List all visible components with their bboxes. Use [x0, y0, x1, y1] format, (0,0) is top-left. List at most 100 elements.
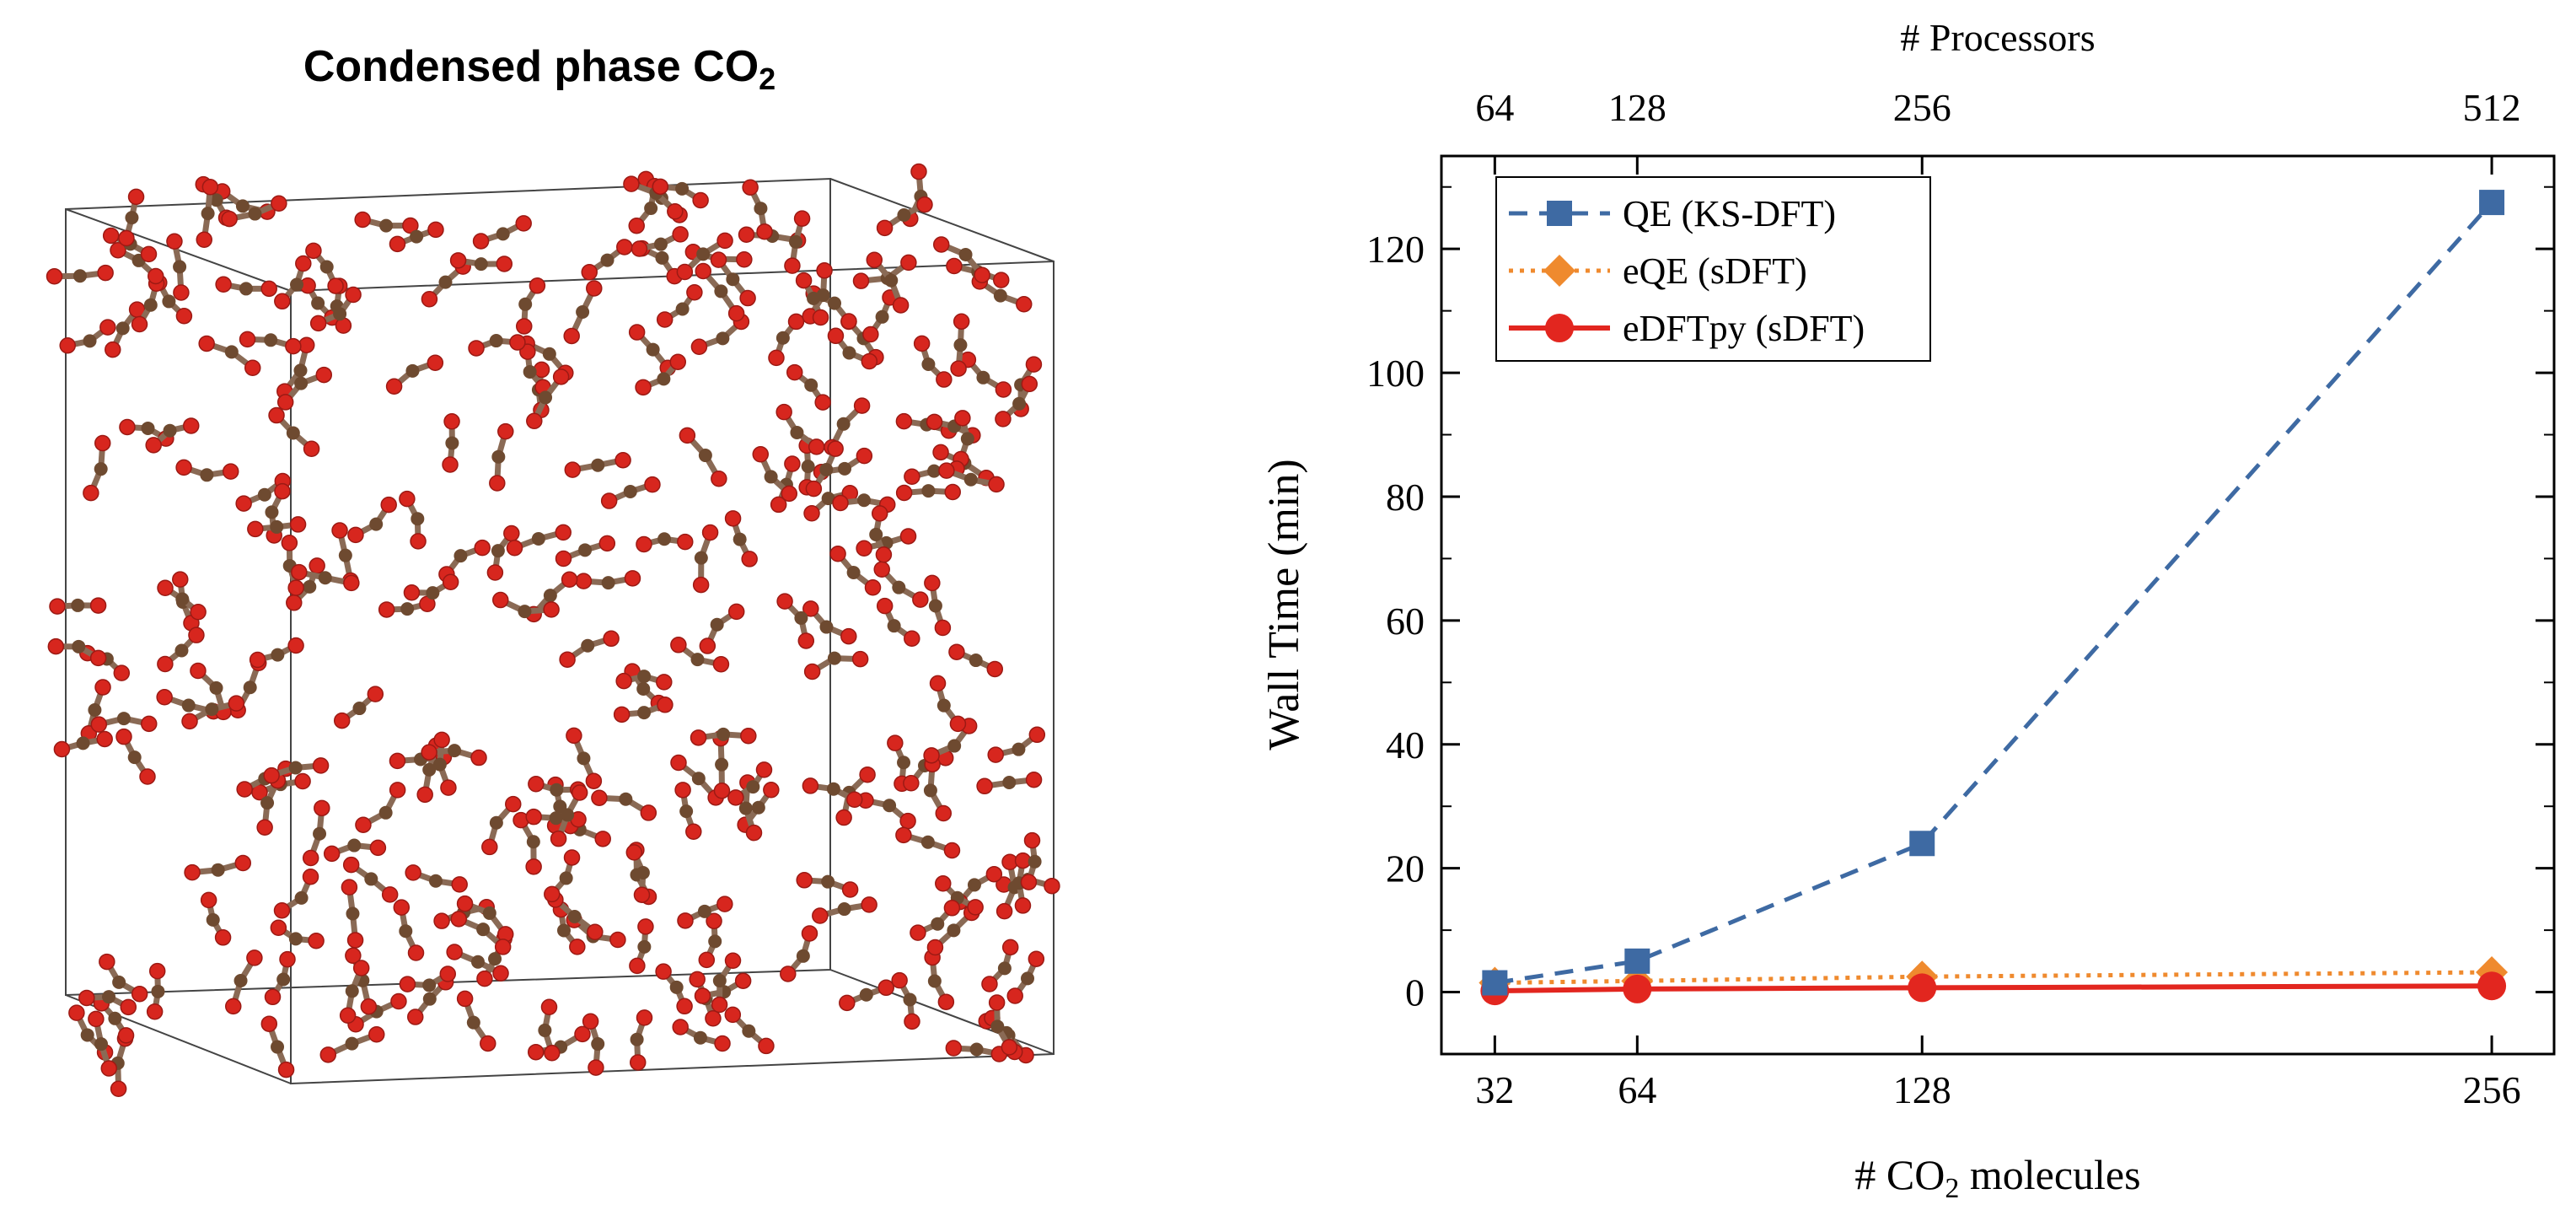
- oxygen-atom: [724, 1006, 742, 1024]
- oxygen-atom: [486, 564, 504, 581]
- oxygen-atom: [609, 931, 626, 949]
- oxygen-atom: [841, 881, 859, 898]
- co2-molecule: [88, 1010, 118, 1077]
- co2-molecule: [506, 524, 572, 557]
- oxygen-atom: [509, 334, 526, 351]
- oxygen-atom: [319, 1046, 337, 1063]
- co2-molecule: [347, 992, 407, 1033]
- carbon-atom: [102, 990, 116, 1004]
- oxygen-atom: [986, 660, 1004, 678]
- oxygen-atom: [636, 535, 652, 553]
- carbon-atom: [637, 706, 652, 720]
- oxygen-atom: [315, 366, 333, 384]
- oxygen-atom: [742, 179, 759, 196]
- co2-molecule: [249, 637, 304, 669]
- legend: QE (KS-DFT) eQE (sDFT) eDFTpy (sDFT): [1495, 176, 1931, 362]
- carbon-atom: [80, 1028, 94, 1042]
- co2-molecule: [710, 251, 756, 307]
- carbon-atom: [936, 698, 951, 713]
- oxygen-atom: [938, 462, 955, 479]
- oxygen-atom: [953, 313, 970, 330]
- carbon-atom: [923, 783, 937, 798]
- oxygen-atom: [716, 896, 733, 912]
- oxygen-atom: [496, 255, 513, 272]
- oxygen-atom: [1016, 296, 1033, 313]
- oxygen-atom: [954, 410, 971, 427]
- co2-molecule: [492, 591, 560, 619]
- co2-molecule: [950, 313, 970, 377]
- oxygen-atom: [59, 336, 76, 354]
- oxygen-atom: [343, 574, 360, 592]
- oxygen-atom: [291, 563, 308, 581]
- co2-molecule: [215, 276, 277, 298]
- co2-molecule: [83, 434, 111, 502]
- co2-molecule: [389, 221, 444, 253]
- oxygen-atom: [505, 795, 522, 813]
- carbon-atom: [920, 835, 935, 849]
- legend-entry: QE (KS-DFT): [1509, 193, 1836, 234]
- oxygen-atom: [94, 434, 111, 452]
- co2-molecule: [200, 891, 232, 946]
- carbon-atom: [466, 1015, 480, 1030]
- carbon-atom: [804, 378, 818, 392]
- oxygen-atom: [803, 505, 820, 522]
- oxygen-atom: [995, 411, 1012, 428]
- co2-molecule: [309, 286, 362, 332]
- co2-molecule: [953, 410, 974, 468]
- co2-molecule: [742, 179, 773, 240]
- oxygen-atom: [640, 804, 657, 821]
- oxygen-atom: [910, 163, 927, 180]
- oxygen-atom: [181, 713, 198, 730]
- oxygen-atom: [172, 571, 189, 588]
- carbon-atom: [72, 269, 87, 283]
- oxygen-atom: [694, 987, 711, 1004]
- co2-molecule: [486, 524, 520, 581]
- legend-entry: eQE (sDFT): [1509, 250, 1807, 292]
- carbon-atom: [715, 757, 729, 772]
- oxygen-atom: [1001, 1039, 1018, 1056]
- oxygen-atom: [390, 992, 407, 1010]
- oxygen-atom: [875, 546, 893, 563]
- oxygen-atom: [916, 196, 933, 213]
- carbon-atom: [491, 449, 506, 464]
- oxygen-atom: [895, 826, 912, 844]
- oxygen-atom: [427, 221, 444, 239]
- oxygen-atom: [148, 962, 166, 980]
- oxygen-atom: [407, 944, 425, 961]
- oxygen-atom: [988, 476, 1005, 493]
- oxygen-atom: [740, 727, 757, 745]
- co2-molecule: [780, 925, 818, 982]
- carbon-atom: [559, 871, 573, 885]
- y-tick-label: 60: [1386, 600, 1425, 643]
- legend-label: eQE (sDFT): [1623, 250, 1807, 292]
- oxygen-atom: [856, 447, 873, 465]
- carbon-atom: [696, 247, 711, 261]
- oxygen-atom: [780, 966, 797, 982]
- oxygen-atom: [903, 774, 920, 792]
- carbon-atom: [400, 602, 415, 616]
- oxygen-atom: [470, 749, 487, 766]
- carbon-atom: [369, 517, 384, 531]
- co2-molecule: [342, 856, 399, 903]
- co2-molecule: [184, 854, 252, 881]
- oxygen-atom: [474, 539, 491, 557]
- oxygen-atom: [295, 255, 312, 272]
- oxygen-atom: [1001, 939, 1019, 956]
- co2-molecule: [442, 413, 460, 473]
- oxygen-atom: [287, 637, 304, 654]
- carbon-atom: [669, 980, 684, 994]
- co2-molecule: [695, 262, 745, 322]
- carbon-atom: [827, 651, 841, 665]
- co2-molecule: [550, 784, 588, 847]
- carbon-atom: [990, 1019, 1005, 1034]
- oxygen-atom: [244, 359, 261, 377]
- oxygen-atom: [456, 895, 474, 912]
- oxygen-atom: [934, 619, 952, 637]
- carbon-atom: [163, 423, 177, 438]
- oxygen-atom: [866, 251, 883, 269]
- co2-molecule: [99, 953, 148, 1003]
- carbon-atom: [947, 739, 962, 753]
- carbon-atom: [969, 1042, 984, 1057]
- oxygen-atom: [68, 1004, 85, 1021]
- co2-molecule: [699, 603, 745, 654]
